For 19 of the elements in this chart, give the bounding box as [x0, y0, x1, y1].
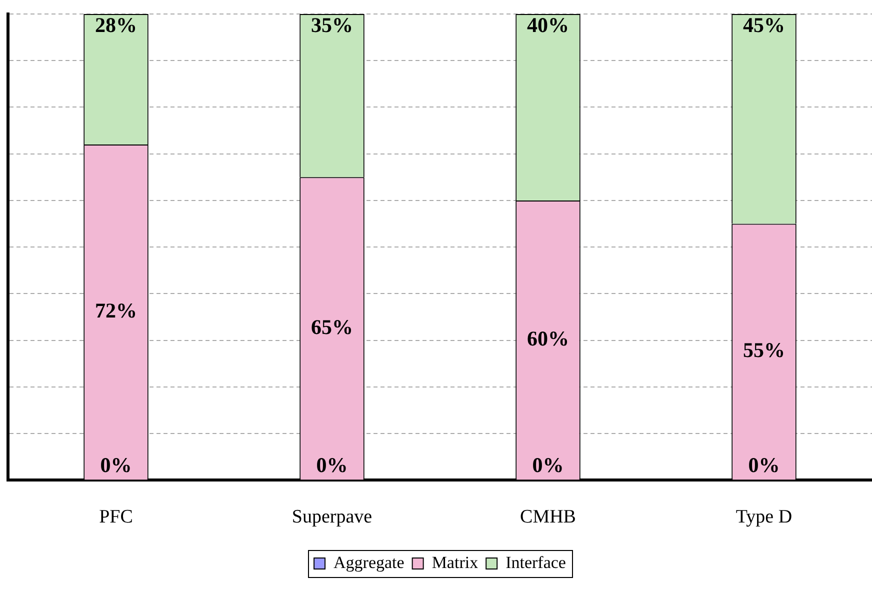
- data-label: 55%: [743, 338, 785, 362]
- data-label: 40%: [527, 12, 569, 37]
- data-label: 65%: [311, 314, 353, 339]
- data-label: 45%: [743, 12, 785, 37]
- legend-label: Aggregate: [334, 552, 404, 572]
- x-tick-label: PFC: [99, 506, 133, 528]
- x-tick-label: Type D: [736, 506, 792, 528]
- data-label: 28%: [95, 12, 137, 37]
- legend-label: Interface: [506, 552, 566, 572]
- annotation: 0%: [532, 453, 564, 478]
- data-label: 72%: [95, 298, 137, 323]
- annotation: 0%: [100, 453, 132, 478]
- data-label: 35%: [311, 12, 353, 37]
- x-tick-label: CMHB: [520, 506, 576, 528]
- x-tick-label: Superpave: [292, 506, 372, 528]
- legend-label: Matrix: [432, 552, 479, 572]
- data-label: 60%: [527, 326, 569, 351]
- annotation: 0%: [316, 453, 348, 478]
- annotation: 0%: [748, 453, 780, 478]
